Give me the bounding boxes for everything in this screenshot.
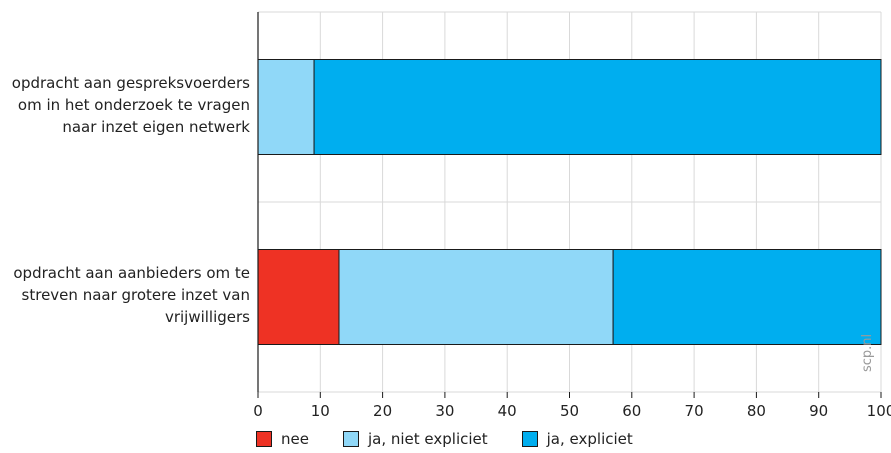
bar-segment: [313, 59, 882, 155]
legend-item: nee: [256, 430, 309, 448]
x-axis: 0 10 20 30 40 50 60 70 80 90 100: [253, 12, 891, 420]
legend: nee ja, niet expliciet ja, expliciet: [256, 430, 667, 448]
legend-item: ja, expliciet: [521, 430, 633, 448]
x-tick-label: 70: [685, 402, 704, 420]
bar-segment: [257, 59, 315, 155]
category-label-line: opdracht aan gespreksvoerders: [11, 74, 250, 92]
legend-swatch: [342, 431, 359, 447]
category-label-line: naar inzet eigen netwerk: [62, 118, 250, 136]
bar-segment: [612, 249, 882, 345]
bar-segment: [257, 249, 340, 345]
legend-label: nee: [281, 430, 309, 448]
x-tick-label: 20: [373, 402, 392, 420]
bars: [257, 59, 882, 345]
x-tick-label: 10: [311, 402, 330, 420]
x-tick-label: 90: [809, 402, 828, 420]
legend-swatch: [521, 431, 538, 447]
x-tick-label: 60: [622, 402, 641, 420]
category-label: opdracht aan gespreksvoerders om in het o…: [12, 72, 250, 138]
x-tick-label: 50: [560, 402, 579, 420]
legend-label: ja, expliciet: [546, 430, 633, 448]
legend-label: ja, niet expliciet: [367, 430, 488, 448]
legend-item: ja, niet expliciet: [342, 430, 488, 448]
x-tick-label: 100: [867, 402, 891, 420]
category-label-line: vrijwilligers: [164, 308, 250, 326]
x-tick-label: 80: [747, 402, 766, 420]
category-label: opdracht aan aanbieders om te streven naa…: [13, 262, 250, 328]
category-label-line: om in het onderzoek te vragen: [17, 96, 250, 114]
watermark: scp.nl: [860, 333, 875, 372]
legend-swatch: [256, 431, 272, 447]
x-tick-label: 0: [253, 402, 263, 420]
category-label-line: streven naar grotere inzet van: [21, 286, 250, 304]
bar-segment: [338, 249, 614, 345]
category-label-line: opdracht aan aanbieders om te: [13, 264, 250, 282]
x-tick-label: 30: [435, 402, 454, 420]
x-tick-label: 40: [498, 402, 517, 420]
